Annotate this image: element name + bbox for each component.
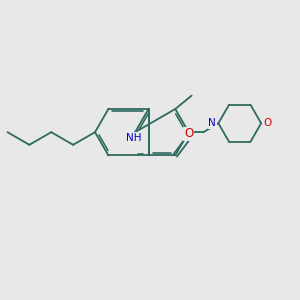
Text: O: O [263,118,272,128]
Text: O: O [184,128,193,140]
Text: N: N [208,118,216,128]
Text: NH: NH [126,133,141,142]
